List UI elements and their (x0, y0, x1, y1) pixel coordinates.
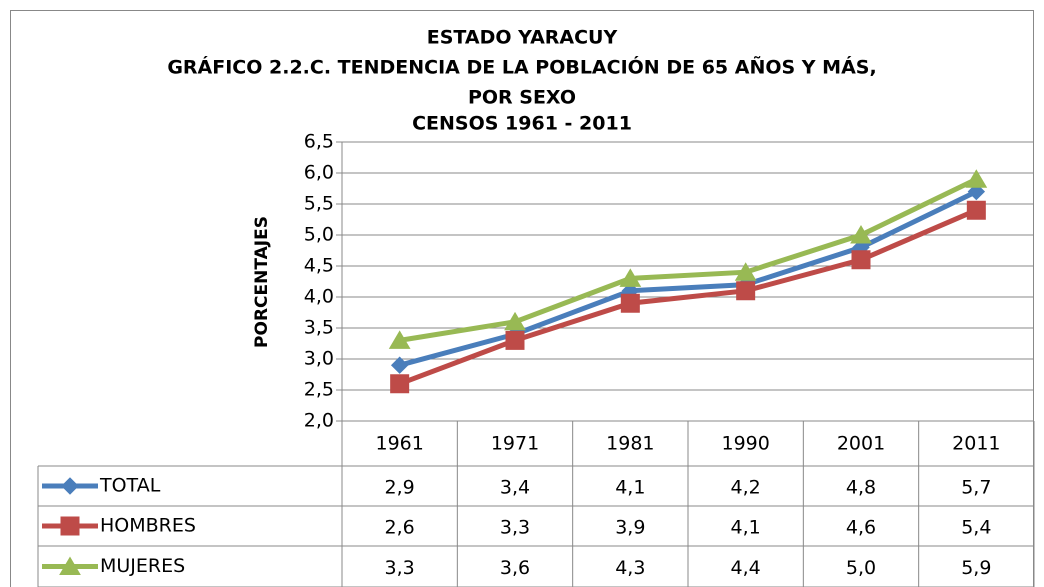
y-tick-label: 4,5 (304, 255, 334, 277)
y-axis-title: PORCENTAJES (252, 216, 272, 348)
y-tick-label: 3,5 (304, 317, 334, 339)
table-value: 4,4 (731, 557, 761, 579)
table-value: 3,4 (500, 477, 530, 499)
table-value: 4,6 (846, 517, 876, 539)
table-value: 4,8 (846, 477, 876, 499)
y-tick-label: 6,5 (304, 131, 334, 153)
series-line (398, 207, 978, 387)
x-tick-label: 1971 (491, 433, 539, 455)
marker (620, 293, 640, 313)
table-value: 4,2 (731, 477, 761, 499)
table-value: 2,9 (385, 477, 415, 499)
table-value: 5,7 (961, 477, 991, 499)
marker (736, 281, 756, 301)
chart-title: ESTADO YARACUY (427, 27, 618, 49)
marker (390, 356, 409, 374)
chart-title: GRÁFICO 2.2.C. TENDENCIA DE LA POBLACIÓN… (167, 55, 876, 79)
legend-label: TOTAL (99, 475, 161, 497)
table-value: 3,3 (385, 557, 415, 579)
table-value: 5,4 (961, 517, 991, 539)
table-value: 3,9 (615, 517, 645, 539)
marker (388, 330, 411, 349)
table-value: 4,1 (615, 477, 645, 499)
y-tick-label: 2,0 (304, 410, 334, 432)
legend-label: HOMBRES (100, 515, 196, 537)
legend-label: MUJERES (100, 555, 185, 577)
marker (390, 374, 410, 394)
table-value: 3,6 (500, 557, 530, 579)
table-value: 5,9 (961, 557, 991, 579)
table-value: 3,3 (500, 517, 530, 539)
marker (60, 516, 80, 536)
marker (850, 225, 872, 244)
y-tick-label: 4,0 (304, 286, 334, 308)
series-line (399, 176, 978, 343)
x-tick-label: 1990 (721, 433, 769, 455)
marker (965, 169, 988, 188)
y-tick-label: 5,5 (304, 193, 334, 215)
marker (505, 330, 525, 350)
marker (966, 200, 986, 220)
marker (734, 262, 757, 281)
y-tick-label: 2,5 (304, 379, 334, 401)
x-tick-label: 2011 (952, 433, 1000, 455)
marker (61, 477, 79, 495)
table-value: 4,1 (731, 517, 761, 539)
x-tick-label: 1961 (375, 433, 423, 455)
series-line (399, 189, 978, 368)
chart-title: POR SEXO (468, 87, 576, 109)
chart-title: CENSOS 1961 - 2011 (412, 113, 632, 135)
marker (59, 556, 81, 575)
x-tick-label: 1981 (606, 433, 654, 455)
y-tick-label: 6,0 (304, 162, 334, 184)
x-tick-label: 2001 (837, 433, 885, 455)
y-tick-label: 3,0 (304, 348, 334, 370)
marker (851, 250, 871, 270)
marker (504, 311, 526, 331)
table-value: 5,0 (846, 557, 876, 579)
y-tick-label: 5,0 (304, 224, 334, 246)
table-value: 4,3 (615, 557, 645, 579)
table-value: 2,6 (385, 517, 415, 539)
marker (619, 268, 642, 287)
chart-border (10, 10, 1034, 587)
